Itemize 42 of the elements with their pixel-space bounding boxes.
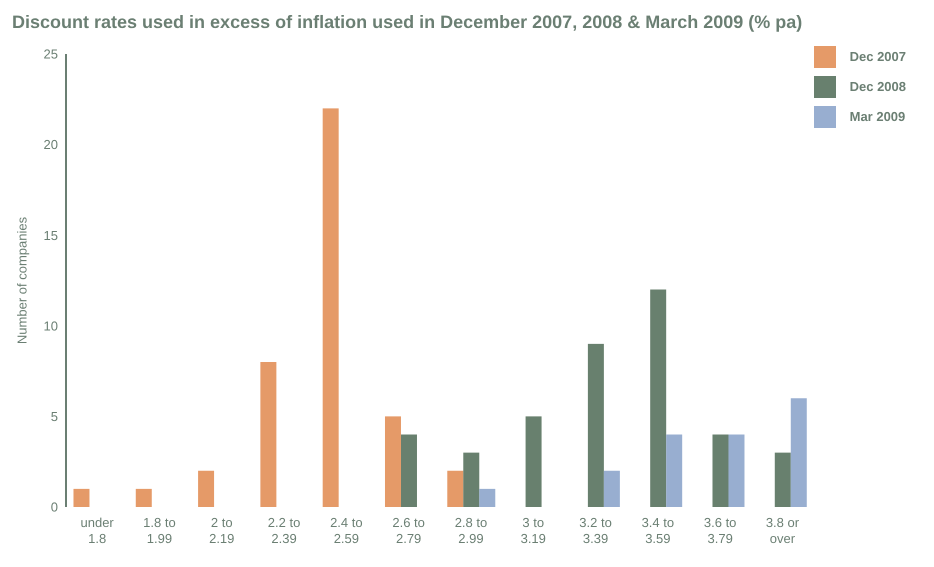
bar	[728, 434, 744, 507]
x-tick-label: 3.6 to 3.79	[704, 515, 736, 546]
y-axis-title: Number of companies	[14, 216, 30, 344]
x-tick-label: 2.2 to 2.39	[268, 515, 300, 546]
bar	[479, 488, 496, 507]
legend-label: Dec 2008	[850, 79, 906, 94]
bar	[650, 290, 666, 507]
x-tick-label: 2.8 to 2.99	[454, 515, 488, 546]
bar	[604, 470, 620, 507]
bar	[790, 398, 807, 507]
bar	[666, 434, 682, 507]
bar	[774, 452, 791, 507]
bar	[463, 452, 480, 507]
legend-label: Dec 2007	[850, 49, 906, 64]
chart-title: Discount rates used in excess of inflation used in December 2007, 2008 & March 2009 (% pa)	[11, 11, 804, 34]
bar	[73, 488, 90, 507]
x-tick-label: 2.4 to 2.59	[330, 515, 363, 546]
x-tick-label: 2 to 2.19	[209, 515, 234, 546]
y-tick-label: 25	[44, 46, 58, 62]
bar	[322, 108, 339, 507]
x-tick-label: 3.4 to 3.59	[642, 515, 674, 546]
y-tick-label: 5	[50, 409, 58, 424]
y-tick-label: 10	[44, 318, 58, 334]
bar	[136, 488, 152, 507]
x-tick-label: 1.8 to 1.99	[143, 515, 176, 546]
bar	[260, 362, 276, 507]
x-tick-label: 3 to 3.19	[520, 515, 546, 546]
x-tick-label: 2.6 to 2.79	[392, 515, 425, 546]
y-tick-label: 0	[50, 500, 58, 515]
bar	[198, 470, 214, 507]
bar	[447, 470, 464, 507]
bar	[384, 416, 401, 507]
bar	[400, 434, 417, 507]
y-tick-label: 15	[44, 228, 58, 243]
legend-label: Mar 2009	[850, 109, 906, 124]
x-tick-label: 3.2 to 3.39	[579, 515, 612, 546]
y-tick-label: 20	[44, 137, 58, 152]
x-tick-label: under 1.8	[80, 515, 114, 546]
bar	[526, 416, 542, 507]
bar	[588, 344, 604, 507]
bar	[712, 434, 728, 507]
x-tick-label: 3.8 or over	[766, 515, 800, 546]
